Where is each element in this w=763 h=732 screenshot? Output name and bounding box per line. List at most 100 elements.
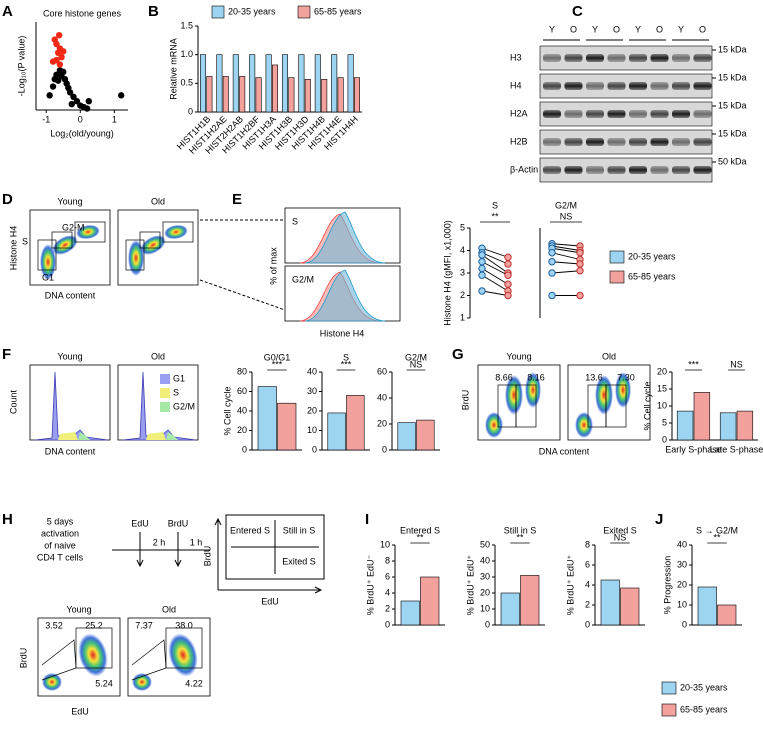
point — [56, 61, 64, 68]
cell-density — [40, 244, 56, 280]
histogram — [146, 432, 166, 440]
legend-label: 20-35 years — [680, 682, 728, 692]
y-tick-label: 0 — [312, 444, 317, 454]
point — [85, 98, 93, 105]
gate — [74, 221, 106, 243]
chart-title: S — [492, 200, 498, 210]
blot-band — [629, 82, 647, 90]
y-tick-label: 1 — [460, 312, 465, 322]
bar — [255, 77, 262, 113]
blot-band — [586, 82, 604, 90]
cell-density — [52, 235, 78, 255]
bar — [600, 579, 620, 626]
panel-label: E — [232, 191, 242, 208]
significance: NS — [410, 359, 423, 369]
y-tick-label: 20 — [657, 366, 667, 376]
gate — [125, 239, 145, 271]
row-label: H2B — [510, 136, 528, 146]
blot-band — [586, 138, 604, 146]
zoom-line — [199, 219, 286, 311]
histogram — [78, 432, 90, 440]
pulse-label: EdU — [131, 518, 149, 528]
y-tick-label: 8 — [385, 555, 390, 565]
gate — [131, 639, 167, 681]
blot-band — [586, 110, 604, 118]
y-tick-label: 10 — [657, 400, 667, 410]
blot-band — [629, 166, 647, 174]
protocol-text: of naive — [44, 540, 76, 550]
bar — [222, 76, 229, 113]
significance: NS — [614, 532, 627, 542]
bar — [239, 76, 246, 113]
y-tick-label: 40 — [677, 539, 687, 549]
y-axis-label: BrdU — [202, 546, 212, 567]
bar — [397, 422, 416, 451]
cell-density — [42, 673, 62, 691]
bar — [697, 586, 717, 626]
x-tick-label: -1 — [42, 114, 50, 124]
x-tick-label: 1 — [112, 114, 117, 124]
y-tick-label: 2 — [585, 599, 590, 609]
plot-label: G2/M — [292, 274, 314, 284]
pair-line — [481, 252, 509, 265]
bar — [200, 54, 207, 113]
row-label: β-Actin — [510, 164, 538, 174]
row-label: H3 — [510, 52, 522, 62]
protocol-text: 5 days — [47, 516, 74, 526]
blot-band — [650, 54, 669, 62]
plot-frame — [127, 617, 211, 697]
point — [83, 105, 91, 112]
plot-title: Old — [151, 351, 165, 361]
blot-band — [543, 138, 561, 146]
x-axis-label: Histone H4 — [320, 328, 365, 338]
histogram — [304, 211, 386, 264]
pulse-arrow — [136, 532, 144, 568]
bar — [271, 64, 278, 113]
protocol-text: activation — [41, 528, 79, 538]
y-tick-label: 40 — [480, 555, 490, 565]
point — [478, 271, 486, 279]
plot-frame — [117, 209, 199, 286]
point — [478, 287, 486, 295]
plot-frame — [29, 209, 111, 286]
lane-label: Y — [549, 24, 555, 34]
point — [504, 260, 512, 268]
size-label: 50 kDa — [718, 156, 747, 166]
y-tick-label: 60 — [237, 386, 247, 396]
bar — [400, 600, 420, 626]
panel-label: J — [655, 511, 663, 528]
y-tick-label: 20 — [480, 587, 490, 597]
plot-frame — [29, 364, 111, 441]
bar — [321, 79, 328, 113]
chart-title: S — [343, 352, 349, 362]
panel-label: D — [2, 191, 13, 208]
gate-value: 38.0 — [175, 620, 193, 630]
bar — [416, 419, 435, 451]
bar — [304, 79, 311, 113]
chart-title: S → G2/M — [696, 525, 738, 535]
y-tick-label: 40 — [237, 405, 247, 415]
plot-title: Old — [602, 351, 616, 361]
point — [58, 54, 65, 61]
bar — [331, 54, 338, 113]
pair-line — [551, 261, 581, 265]
blot-band — [564, 82, 583, 90]
y-tick-label: 4 — [585, 579, 590, 589]
significance: ** — [416, 532, 424, 542]
y-tick-label: 6 — [585, 559, 590, 569]
y-axis-label: % Cell cycle — [222, 386, 232, 435]
y-axis-label: % BrdU⁺ EdU⁺ — [565, 554, 575, 615]
x-axis-label: EdU — [261, 596, 279, 606]
gate-value: 25.2 — [85, 620, 103, 630]
gate-value: 7.30 — [617, 372, 635, 382]
cell-density — [78, 633, 108, 677]
legend-swatch — [609, 250, 625, 264]
blot-band — [650, 166, 669, 174]
gate — [515, 384, 537, 428]
y-tick-label: 0 — [585, 619, 590, 629]
pair-line — [481, 254, 509, 274]
gate — [51, 231, 73, 249]
point — [46, 92, 53, 99]
blot-band — [543, 82, 561, 90]
